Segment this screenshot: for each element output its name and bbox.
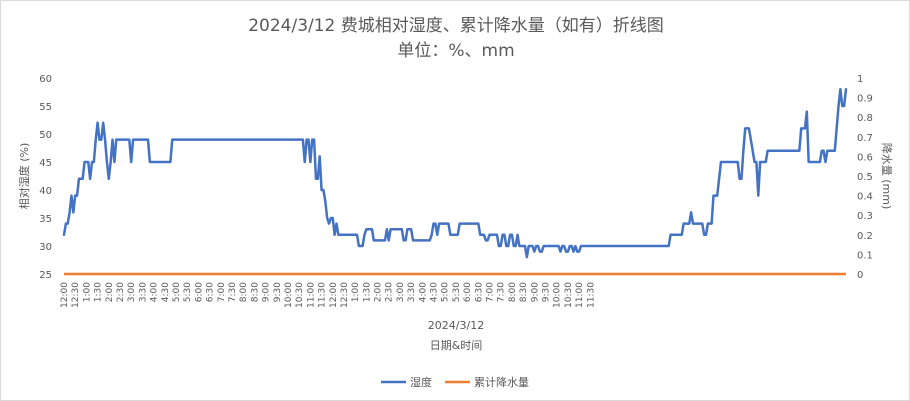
y-tick-label: 25 — [39, 270, 52, 281]
x-tick-label: 6:30 — [474, 282, 484, 302]
chart-title: 2024/3/12 费城相对湿度、累计降水量（如有）折线图 — [248, 16, 664, 36]
x-tick-label: 9:00 — [530, 282, 540, 302]
x-tick-label: 7:00 — [486, 282, 496, 302]
x-tick-label: 3:30 — [138, 282, 148, 302]
x-tick-label: 5:30 — [452, 282, 462, 302]
x-tick-label: 8:30 — [519, 282, 529, 302]
y2-tick-label: 0.7 — [857, 133, 873, 144]
x-tick-label: 9:30 — [273, 282, 283, 302]
y2-tick-label: 0.5 — [857, 172, 873, 183]
legend-label-humidity: 湿度 — [410, 375, 432, 389]
x-tick-label: 1:00 — [82, 282, 92, 302]
x-tick-label: 12:00 — [60, 282, 70, 308]
x-tick-label: 2:00 — [105, 282, 115, 302]
x-tick-label: 6:00 — [463, 282, 473, 302]
y2-tick-label: 0.3 — [857, 211, 873, 222]
x-tick-label: 4:00 — [150, 282, 160, 302]
y2-tick-label: 0 — [857, 270, 863, 281]
x-tick-label: 11:30 — [318, 282, 328, 308]
x-tick-label: 3:00 — [127, 282, 137, 302]
y2-tick-label: 0.1 — [857, 250, 873, 261]
x-tick-label: 4:30 — [161, 282, 171, 302]
legend: 湿度 累计降水量 — [381, 375, 529, 389]
y-tick-label: 50 — [39, 130, 52, 141]
y2-tick-label: 0.4 — [857, 192, 873, 203]
x-tick-label: 5:30 — [183, 282, 193, 302]
y-tick-label: 55 — [39, 102, 52, 113]
y-axis-right: 0 0.1 0.2 0.3 0.4 0.5 0.6 0.7 0.8 0.9 1 — [857, 74, 873, 281]
x-tick-label: 1:30 — [362, 282, 372, 302]
y2-axis-title: 降水量 (mm) — [880, 143, 894, 210]
y-tick-label: 35 — [39, 214, 52, 225]
x-tick-label: 11:00 — [306, 282, 316, 308]
legend-label-precipitation: 累计降水量 — [474, 375, 529, 389]
x-tick-label: 11:30 — [586, 282, 596, 308]
x-tick-label: 7:30 — [497, 282, 507, 302]
x-tick-label: 10:30 — [295, 282, 305, 308]
x-tick-label: 2:30 — [116, 282, 126, 302]
x-tick-label: 10:00 — [553, 282, 563, 308]
y2-tick-label: 0.9 — [857, 94, 873, 105]
x-tick-label: 12:30 — [340, 282, 350, 308]
x-group-label: 2024/3/12 — [428, 319, 484, 332]
x-tick-label: 5:00 — [172, 282, 182, 302]
y-axis-title: 相对湿度 (%) — [17, 143, 31, 210]
x-tick-label: 9:00 — [262, 282, 272, 302]
x-tick-label: 1:30 — [94, 282, 104, 302]
x-tick-label: 1:00 — [351, 282, 361, 302]
y2-tick-label: 0.6 — [857, 152, 873, 163]
x-tick-label: 8:00 — [239, 282, 249, 302]
y2-tick-label: 0.8 — [857, 113, 873, 124]
x-tick-label: 5:00 — [441, 282, 451, 302]
y-tick-label: 40 — [39, 186, 52, 197]
x-tick-label: 10:30 — [564, 282, 574, 308]
x-tick-label: 8:30 — [250, 282, 260, 302]
x-tick-label: 12:30 — [71, 282, 81, 308]
y-tick-label: 30 — [39, 242, 52, 253]
x-tick-label: 6:00 — [194, 282, 204, 302]
x-tick-label: 10:00 — [284, 282, 294, 308]
x-tick-label: 11:00 — [575, 282, 585, 308]
x-tick-label: 3:00 — [396, 282, 406, 302]
x-tick-label: 12:00 — [329, 282, 339, 308]
x-tick-label: 2:30 — [385, 282, 395, 302]
x-tick-label: 2:00 — [374, 282, 384, 302]
x-tick-label: 4:00 — [418, 282, 428, 302]
y2-tick-label: 0.2 — [857, 231, 873, 242]
x-tick-label: 3:30 — [407, 282, 417, 302]
series-line-humidity — [62, 87, 848, 259]
chart-subtitle: 单位：%、mm — [397, 41, 515, 61]
x-axis: 12:00 12:30 1:00 1:30 2:00 2:30 3:00 3:30 4:00 4:… — [60, 282, 596, 308]
y-tick-label: 45 — [39, 158, 52, 169]
x-tick-label: 4:30 — [430, 282, 440, 302]
plot-area — [62, 87, 848, 276]
x-tick-label: 6:30 — [206, 282, 216, 302]
x-tick-label: 7:00 — [217, 282, 227, 302]
y-axis-left: 25 30 35 40 45 50 55 60 — [39, 74, 52, 281]
x-tick-label: 8:00 — [508, 282, 518, 302]
y-tick-label: 60 — [39, 74, 52, 85]
x-axis-title: 日期&时间 — [430, 339, 483, 352]
x-tick-label: 7:30 — [228, 282, 238, 302]
x-tick-label: 9:30 — [542, 282, 552, 302]
y2-tick-label: 1 — [857, 74, 863, 85]
